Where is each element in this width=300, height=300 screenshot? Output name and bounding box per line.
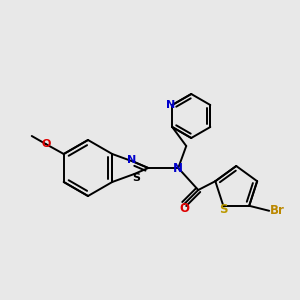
- Text: N: N: [166, 100, 175, 110]
- Text: O: O: [179, 202, 189, 215]
- Text: N: N: [127, 155, 136, 165]
- Text: O: O: [41, 139, 50, 149]
- Text: S: S: [219, 203, 228, 216]
- Text: S: S: [132, 173, 140, 183]
- Text: N: N: [173, 161, 183, 175]
- Text: Br: Br: [270, 204, 285, 217]
